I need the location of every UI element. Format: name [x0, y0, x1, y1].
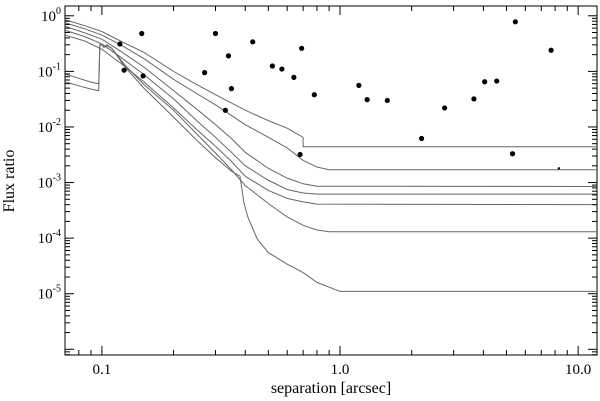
data-point — [121, 67, 127, 73]
y-tick-label: 10-1 — [38, 61, 61, 80]
x-tick-label: 1.0 — [331, 362, 350, 378]
x-tick-label: 0.1 — [93, 362, 112, 378]
x-axis-title: separation [arcsec] — [271, 380, 391, 397]
data-point — [291, 74, 297, 80]
data-point — [212, 30, 219, 37]
data-point — [225, 53, 232, 59]
data-point — [297, 151, 303, 158]
data-point — [117, 41, 123, 47]
data-point — [299, 45, 305, 51]
y-tick-label: 10-5 — [38, 284, 61, 303]
y-tick-label: 10-4 — [38, 228, 61, 247]
contrast-curve-4 — [64, 29, 597, 195]
contrast-curve-5 — [64, 34, 597, 206]
data-point — [471, 96, 477, 102]
data-point — [384, 97, 390, 104]
data-point — [250, 39, 256, 45]
data-point — [418, 135, 425, 142]
data-point — [279, 66, 285, 72]
data-point — [139, 30, 145, 37]
contrast-curve-2 — [64, 22, 597, 171]
data-point — [494, 78, 500, 84]
data-point — [509, 151, 516, 157]
y-axis-title: Flux ratio — [1, 150, 18, 213]
data-point — [482, 79, 488, 85]
data-point — [442, 105, 448, 111]
data-point — [202, 70, 208, 76]
x-axis-ticks: 0.1 1.0 10.0 — [64, 6, 591, 378]
data-point — [222, 107, 228, 113]
y-tick-label: 10-2 — [38, 117, 61, 136]
data-point — [228, 86, 235, 92]
plot-frame — [64, 5, 598, 356]
y-tick-label: 100 — [41, 6, 61, 25]
data-point — [356, 82, 362, 88]
y-tick-label: 10-3 — [38, 173, 61, 192]
data-point — [512, 19, 518, 25]
companion-points — [117, 19, 561, 170]
data-point — [269, 63, 275, 69]
contrast-curve-7 — [64, 43, 597, 292]
contrast-curves — [64, 19, 597, 292]
data-point — [364, 97, 370, 103]
x-tick-label: 10.0 — [565, 362, 591, 378]
contrast-curve-3 — [64, 25, 597, 187]
y-axis-ticks: 100 10-1 10-2 10-3 10-4 10-5 — [38, 6, 597, 356]
data-point — [311, 92, 317, 98]
data-point — [548, 47, 554, 53]
data-point — [557, 167, 561, 170]
contrast-curve-1 — [64, 19, 597, 148]
data-point — [140, 73, 146, 79]
